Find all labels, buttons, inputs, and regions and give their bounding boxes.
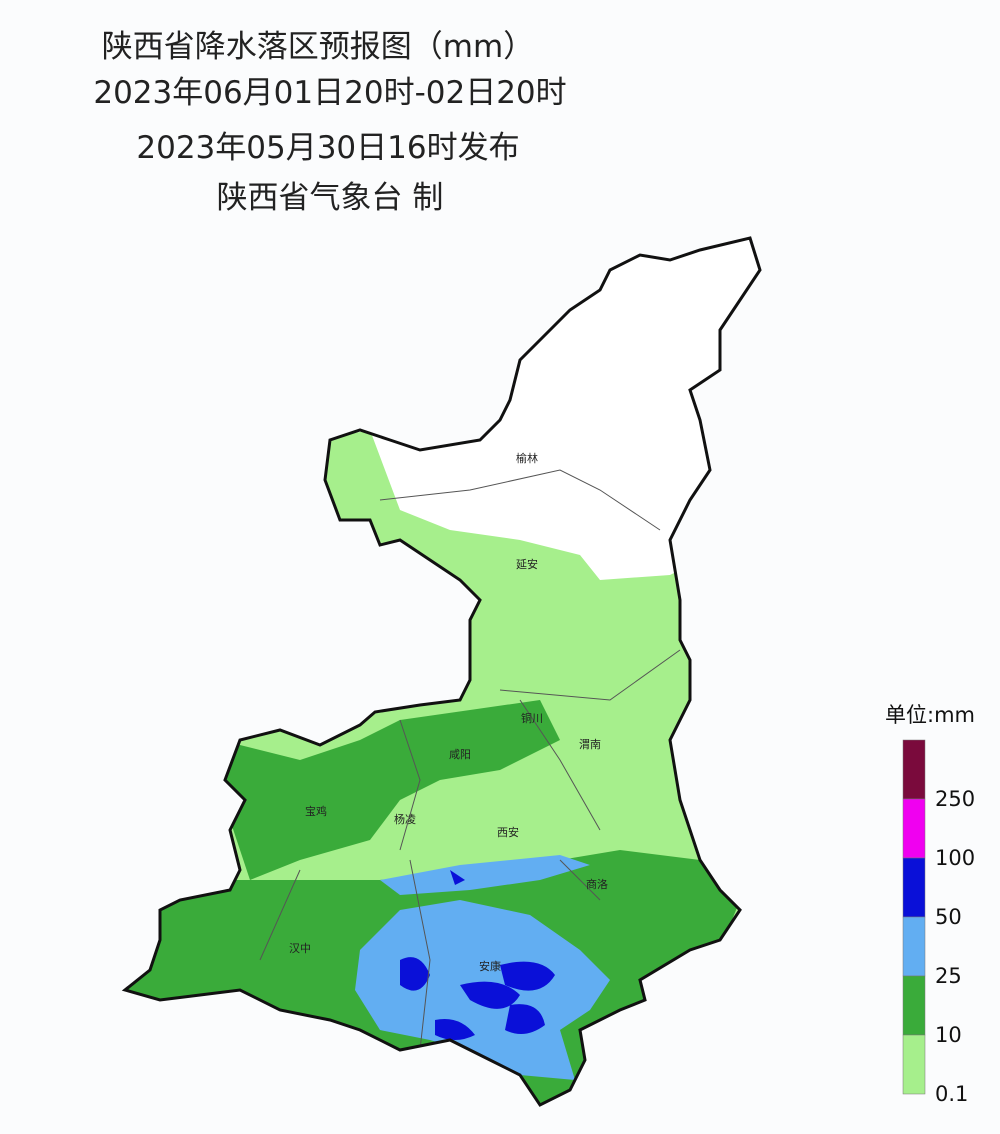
city-label: 渭南: [579, 738, 601, 751]
legend-swatch: [902, 739, 926, 800]
legend-swatch: [902, 1034, 926, 1095]
city-boundary: [259, 469, 681, 1051]
legend-label: 100: [935, 846, 975, 870]
city-label: 延安: [516, 557, 538, 571]
city-label: 汉中: [289, 942, 311, 955]
city-label: 杨凌: [394, 812, 416, 826]
city-label: 咸阳: [449, 748, 471, 761]
city-label: 西安: [497, 825, 519, 839]
legend: 单位:mm 250 100 50 25 10 0.1: [885, 703, 975, 1106]
legend-label: 25: [935, 964, 962, 988]
legend-label: 10: [935, 1023, 962, 1047]
producer: 陕西省气象台 制: [217, 180, 444, 216]
city-label: 安康: [479, 959, 501, 973]
moderate-rain-area: [220, 700, 560, 880]
legend-label: 50: [935, 905, 962, 929]
legend-label: 250: [935, 787, 975, 811]
heavy-rain-area: [380, 855, 590, 895]
legend-label: 0.1: [935, 1082, 968, 1106]
city-label: 榆林: [516, 451, 538, 465]
city-label: 商洛: [586, 877, 608, 891]
map-title: 陕西省降水落区预报图（mm）: [102, 29, 534, 65]
city-label: 铜川: [521, 711, 543, 725]
legend-unit: 单位:mm: [885, 703, 975, 727]
legend-swatch: [902, 975, 926, 1036]
legend-swatch: [902, 916, 926, 977]
legend-swatch: [902, 798, 926, 859]
rainstorm-area: [400, 870, 555, 1040]
legend-swatch: [902, 857, 926, 918]
forecast-period: 2023年06月01日20时-02日20时: [93, 75, 566, 111]
issue-time: 2023年05月30日16时发布: [136, 130, 519, 166]
city-label: 宝鸡: [305, 804, 327, 818]
